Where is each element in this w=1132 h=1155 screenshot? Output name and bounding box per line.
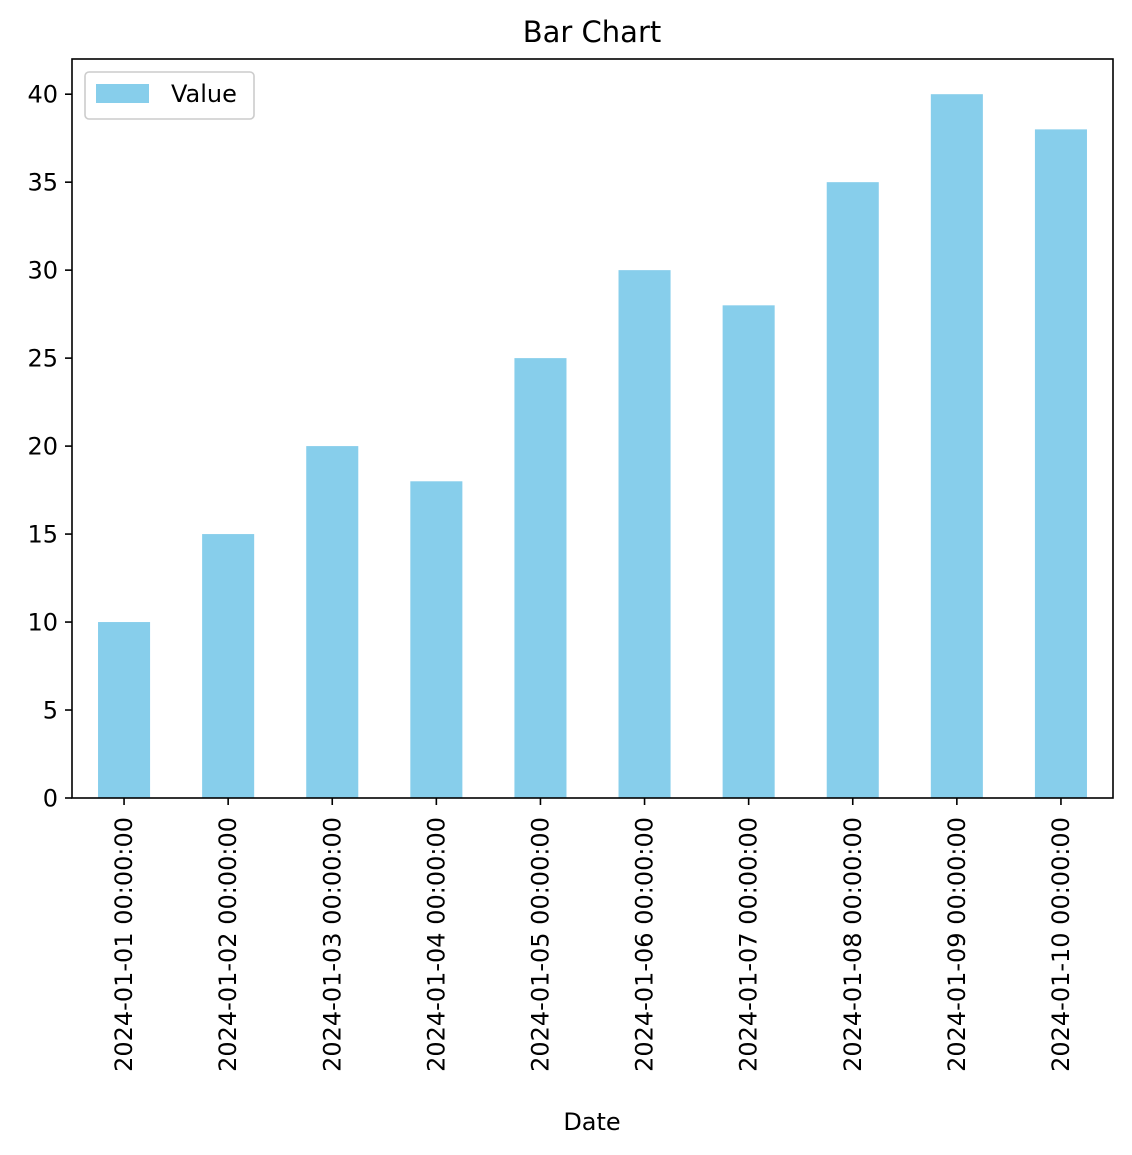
y-tick-label: 0 [43,785,58,813]
x-tick-label: 2024-01-01 00:00:00 [110,817,138,1072]
legend-label: Value [171,80,237,108]
x-tick-label: 2024-01-04 00:00:00 [422,817,450,1072]
y-tick-label: 15 [27,521,58,549]
y-tick-label: 5 [43,697,58,725]
y-axis: 0 5 10 15 20 25 30 35 40 [27,81,72,813]
legend-box [84,71,255,120]
x-tick-label: 2024-01-02 00:00:00 [214,817,242,1072]
bar-10[interactable] [1034,129,1087,798]
y-tick-label: 10 [27,609,58,637]
x-tick-label: 2024-01-10 00:00:00 [1047,817,1075,1072]
x-tick-label: 2024-01-03 00:00:00 [318,817,346,1072]
legend[interactable]: Value [84,71,255,120]
bar-5[interactable] [514,358,567,798]
bar-4[interactable] [410,481,463,798]
y-tick-label: 30 [27,257,58,285]
bar-1[interactable] [98,622,151,798]
x-tick-label: 2024-01-09 00:00:00 [943,817,971,1072]
bars-group [98,94,1087,799]
x-tick-label: 2024-01-05 00:00:00 [526,817,554,1072]
x-tick-label: 2024-01-06 00:00:00 [631,817,659,1072]
x-tick-label: 2024-01-07 00:00:00 [735,817,763,1072]
y-tick-label: 25 [27,345,58,373]
bar-2[interactable] [202,534,255,798]
x-axis-label: Date [563,1108,620,1136]
y-tick-label: 35 [27,169,58,197]
bar-9[interactable] [930,94,983,798]
legend-swatch [96,84,149,103]
y-tick-label: 40 [27,81,58,109]
bar-8[interactable] [826,182,879,799]
x-tick-label: 2024-01-08 00:00:00 [839,817,867,1072]
bar-6[interactable] [618,270,671,798]
y-tick-label: 20 [27,433,58,461]
plot-frame [71,58,1114,799]
bar-3[interactable] [306,446,359,798]
x-axis: 2024-01-01 00:00:00 2024-01-02 00:00:00 20… [110,798,1075,1072]
bar-7[interactable] [722,305,775,798]
chart-title: Bar Chart [523,15,662,49]
